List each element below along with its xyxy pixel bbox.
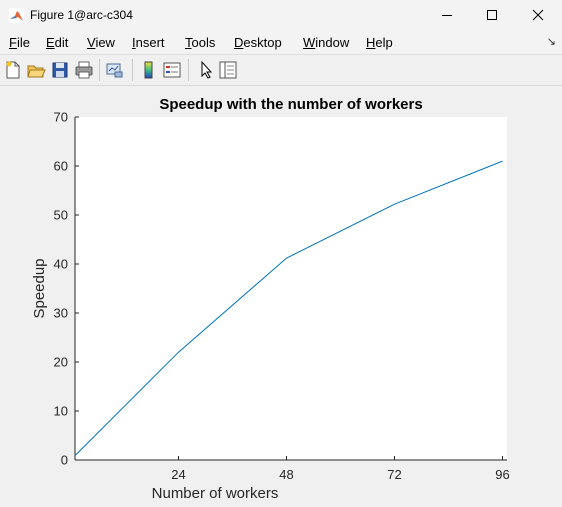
open-file-icon — [26, 60, 46, 80]
maximize-button[interactable] — [469, 0, 515, 31]
y-tick-label: 60 — [54, 159, 68, 174]
new-figure-button[interactable] — [3, 60, 23, 80]
open-file-button[interactable] — [26, 60, 46, 80]
toolbar-separator — [132, 59, 133, 81]
minimize-button[interactable] — [424, 0, 470, 31]
matlab-logo-icon — [9, 8, 24, 23]
minimize-icon — [424, 0, 470, 31]
y-tick-label: 50 — [54, 208, 68, 223]
pointer-button[interactable] — [196, 60, 216, 80]
y-tick-label: 70 — [54, 110, 68, 125]
menu-file[interactable]: File — [9, 35, 30, 50]
print-icon — [74, 60, 94, 80]
pointer-icon — [196, 60, 216, 80]
x-tick-label: 48 — [279, 467, 293, 482]
menu-tools[interactable]: Tools — [185, 35, 215, 50]
colorbar-icon — [139, 60, 159, 80]
menu-window[interactable]: Window — [303, 35, 349, 50]
link-plot-icon — [105, 60, 125, 80]
toolbar-separator — [188, 59, 189, 81]
menu-insert[interactable]: Insert — [132, 35, 165, 50]
figure-canvas: 0 10 20 30 40 50 60 70 24 48 72 96 Speedup with the … — [1, 86, 561, 506]
maximize-icon — [469, 0, 515, 31]
y-tick-label: 0 — [61, 453, 68, 468]
menu-view[interactable]: View — [87, 35, 115, 50]
print-button[interactable] — [74, 60, 94, 80]
x-tick-label: 24 — [171, 467, 185, 482]
new-figure-icon — [3, 60, 23, 80]
plot-area — [75, 117, 507, 460]
toolbar-separator — [99, 59, 100, 81]
menu-desktop[interactable]: Desktop — [234, 35, 282, 50]
y-tick-label: 10 — [54, 404, 68, 419]
save-button[interactable] — [50, 60, 70, 80]
y-tick-label: 20 — [54, 355, 68, 370]
save-icon — [50, 60, 70, 80]
link-plot-button[interactable] — [105, 60, 125, 80]
x-axis-label: Number of workers — [152, 485, 279, 502]
window-title-bar: Figure 1@arc-c304 — [0, 0, 562, 31]
property-inspector-button[interactable] — [218, 60, 238, 80]
figure-toolbar — [0, 54, 562, 86]
y-tick-label: 30 — [54, 306, 68, 321]
y-tick-label: 40 — [54, 257, 68, 272]
menu-edit[interactable]: Edit — [46, 35, 68, 50]
legend-button[interactable] — [162, 60, 182, 80]
property-inspector-icon — [218, 60, 238, 80]
window-title: Figure 1@arc-c304 — [30, 8, 133, 22]
close-icon — [515, 0, 561, 31]
chart-svg: 0 10 20 30 40 50 60 70 24 48 72 96 Speedup with the … — [1, 86, 561, 506]
x-tick-label: 72 — [387, 467, 401, 482]
y-axis-label: Speedup — [31, 258, 48, 318]
x-tick-label: 96 — [495, 467, 509, 482]
close-button[interactable] — [515, 0, 561, 31]
colorbar-button[interactable] — [139, 60, 159, 80]
legend-icon — [162, 60, 182, 80]
menu-help[interactable]: Help — [366, 35, 393, 50]
chart-title: Speedup with the number of workers — [159, 96, 422, 113]
dock-arrow-icon[interactable]: ↘ — [547, 35, 556, 48]
menu-bar: File Edit View Insert Tools Desktop Wind… — [0, 31, 562, 53]
